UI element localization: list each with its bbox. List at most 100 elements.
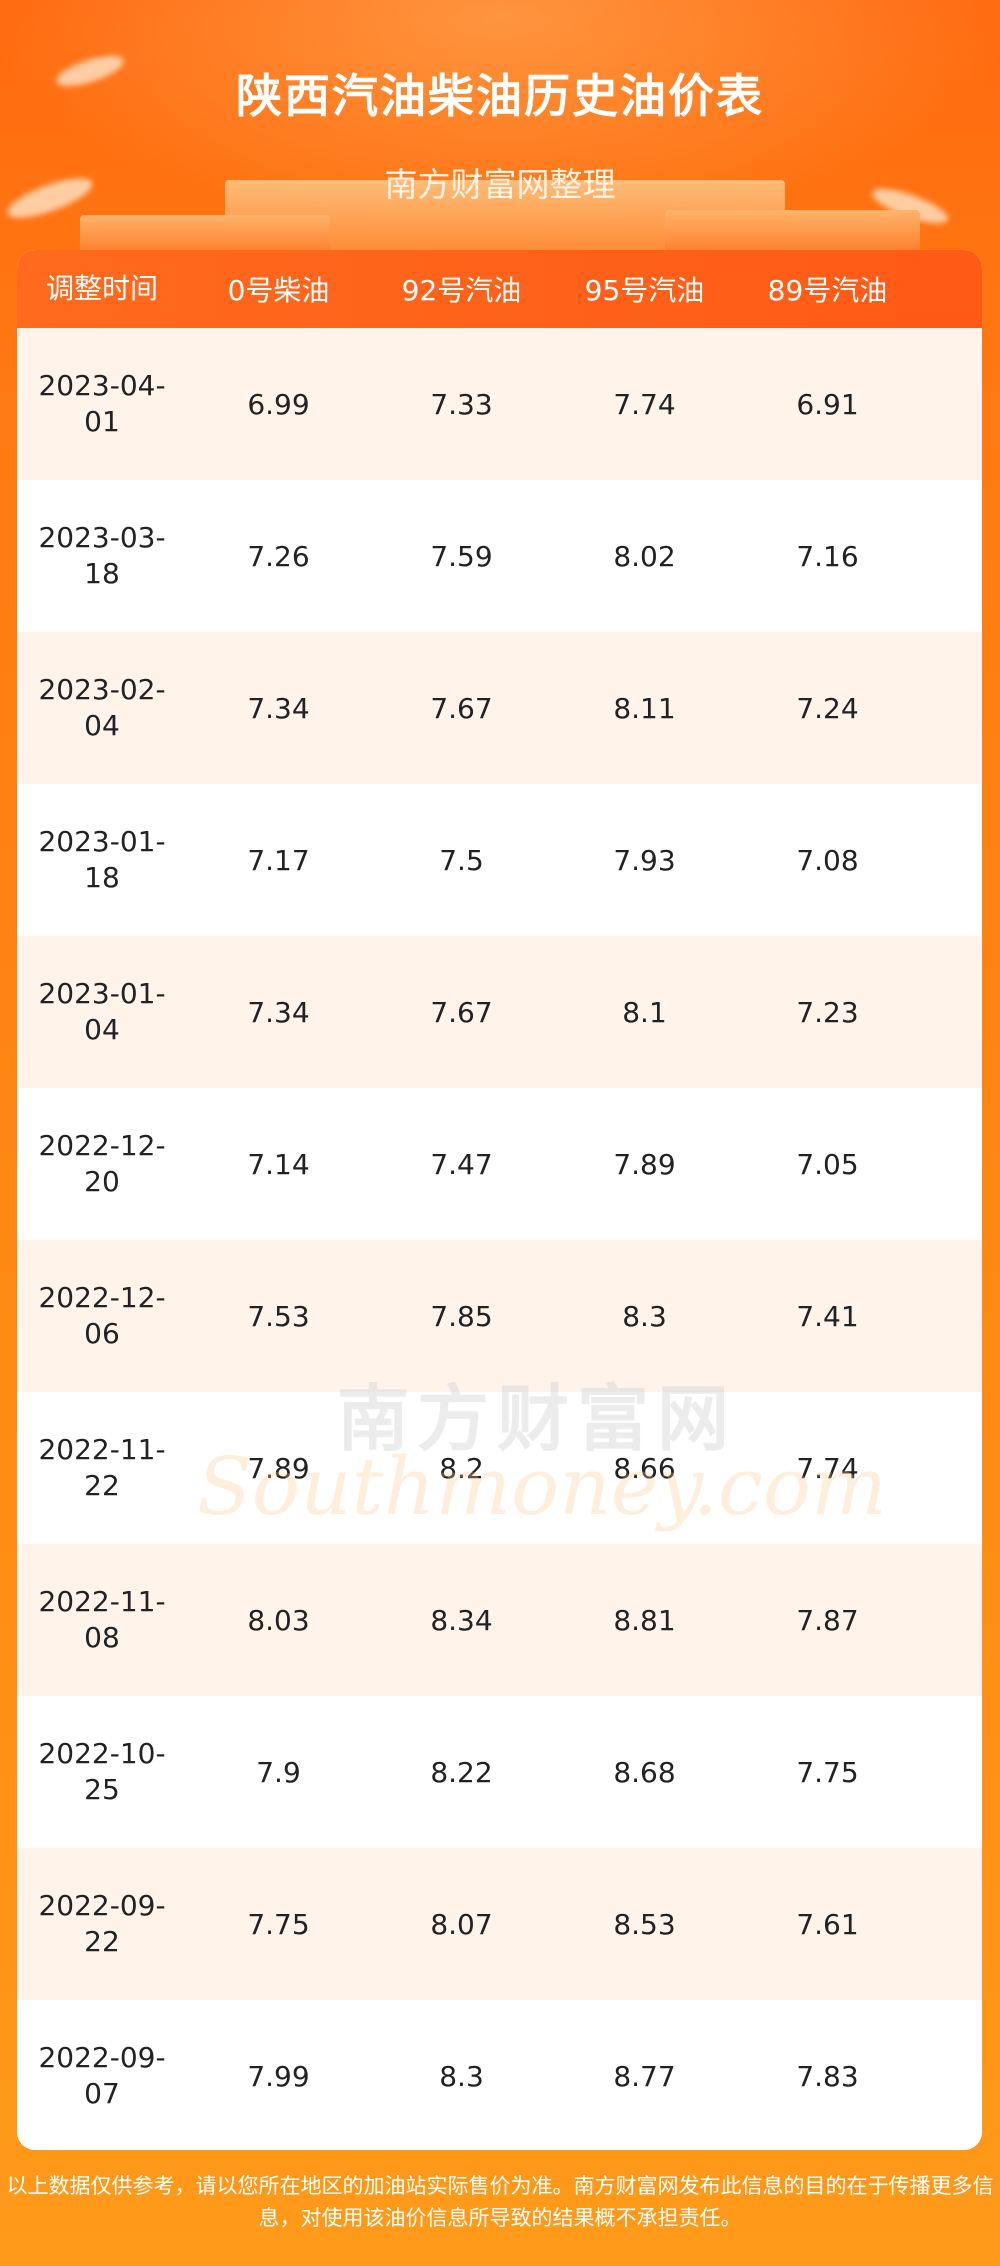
column-header-gas89: 89号汽油 xyxy=(767,274,888,307)
cell-diesel0: 7.75 xyxy=(247,1907,310,1941)
cell-gas89: 7.05 xyxy=(796,1147,859,1181)
cell-diesel0: 7.99 xyxy=(247,2059,310,2093)
cell-gas92: 8.07 xyxy=(430,1907,493,1941)
table-row: 2022-10- 25 7.9 8.22 8.68 7.75 xyxy=(17,1696,982,1848)
cell-date: 2022-11- 22 xyxy=(17,1432,187,1504)
cell-gas92: 8.3 xyxy=(439,2059,484,2093)
cell-diesel0: 7.89 xyxy=(247,1451,310,1485)
cell-date-line1: 2023-04- xyxy=(38,369,166,402)
cell-date-line1: 2022-12- xyxy=(38,1129,166,1162)
cell-gas92: 7.59 xyxy=(430,539,493,573)
cell-gas95: 8.02 xyxy=(613,539,676,573)
column-header-date: 调整时间 xyxy=(45,272,158,305)
cell-date-line1: 2022-10- xyxy=(38,1737,166,1770)
cell-gas92: 7.33 xyxy=(430,387,493,421)
cell-date-line2: 20 xyxy=(84,1165,120,1198)
cell-date-line2: 07 xyxy=(84,2077,120,2110)
cell-gas95: 7.93 xyxy=(613,843,676,877)
table-row: 2022-11- 22 7.89 8.2 8.66 7.74 xyxy=(17,1392,982,1544)
table-header: 调整时间 0号柴油 92号汽油 95号汽油 89号汽油 xyxy=(17,250,982,328)
cell-gas95: 8.1 xyxy=(622,995,667,1029)
cell-diesel0: 7.53 xyxy=(247,1299,310,1333)
cell-gas92: 7.5 xyxy=(439,843,484,877)
cell-gas89: 7.41 xyxy=(796,1299,859,1333)
cell-diesel0: 7.34 xyxy=(247,691,310,725)
cell-date-line2: 04 xyxy=(84,709,120,742)
cell-gas89: 7.87 xyxy=(796,1603,859,1637)
cell-diesel0: 7.14 xyxy=(247,1147,310,1181)
column-header-gas92: 92号汽油 xyxy=(401,274,522,307)
table-row: 2023-01- 04 7.34 7.67 8.1 7.23 xyxy=(17,936,982,1088)
table-row: 2023-02- 04 7.34 7.67 8.11 7.24 xyxy=(17,632,982,784)
hero-banner: 陕西汽油柴油历史油价表 南方财富网整理 xyxy=(0,0,1000,260)
cell-gas95: 8.3 xyxy=(622,1299,667,1333)
cell-gas95: 8.53 xyxy=(613,1907,676,1941)
cell-date: 2023-03- 18 xyxy=(17,520,187,592)
cell-gas95: 8.11 xyxy=(613,691,676,725)
cell-date-line2: 18 xyxy=(84,557,120,590)
decor-platform xyxy=(665,210,920,255)
cell-gas89: 7.23 xyxy=(796,995,859,1029)
cell-gas92: 7.67 xyxy=(430,691,493,725)
cell-date: 2022-10- 25 xyxy=(17,1736,187,1808)
cell-gas92: 7.85 xyxy=(430,1299,493,1333)
cell-gas89: 7.75 xyxy=(796,1755,859,1789)
cell-date: 2022-12- 20 xyxy=(17,1128,187,1200)
cell-diesel0: 6.99 xyxy=(247,387,310,421)
cell-date-line2: 18 xyxy=(84,861,120,894)
cell-date-line2: 06 xyxy=(84,1317,120,1350)
cell-date-line2: 22 xyxy=(84,1469,120,1502)
column-header-diesel0: 0号柴油 xyxy=(227,274,330,307)
cell-diesel0: 7.17 xyxy=(247,843,310,877)
cell-date-line1: 2022-09- xyxy=(38,1889,166,1922)
cell-gas92: 8.34 xyxy=(430,1603,493,1637)
cell-date-line1: 2022-12- xyxy=(38,1281,166,1314)
cell-date: 2022-09- 22 xyxy=(17,1888,187,1960)
cell-gas89: 7.16 xyxy=(796,539,859,573)
cell-diesel0: 7.34 xyxy=(247,995,310,1029)
cell-gas89: 6.91 xyxy=(796,387,859,421)
cell-date-line1: 2023-03- xyxy=(38,521,166,554)
cell-date-line1: 2022-09- xyxy=(38,2041,166,2074)
cell-date: 2023-04- 01 xyxy=(17,368,187,440)
table-row: 2023-04- 01 6.99 7.33 7.74 6.91 xyxy=(17,328,982,480)
cell-gas95: 7.74 xyxy=(613,387,676,421)
cell-gas89: 7.61 xyxy=(796,1907,859,1941)
column-header-gas95: 95号汽油 xyxy=(584,274,705,307)
cell-gas89: 7.83 xyxy=(796,2059,859,2093)
table-row: 2022-09- 07 7.99 8.3 8.77 7.83 xyxy=(17,2000,982,2150)
cell-date-line1: 2023-01- xyxy=(38,825,166,858)
cell-gas89: 7.74 xyxy=(796,1451,859,1485)
table-row: 2022-12- 06 7.53 7.85 8.3 7.41 xyxy=(17,1240,982,1392)
table-row: 2022-12- 20 7.14 7.47 7.89 7.05 xyxy=(17,1088,982,1240)
cell-diesel0: 7.26 xyxy=(247,539,310,573)
cell-date-line2: 08 xyxy=(84,1621,120,1654)
cell-date-line1: 2023-01- xyxy=(38,977,166,1010)
cell-date-line2: 04 xyxy=(84,1013,120,1046)
cell-date-line2: 01 xyxy=(84,405,120,438)
table-row: 2023-03- 18 7.26 7.59 8.02 7.16 xyxy=(17,480,982,632)
table-row: 2022-09- 22 7.75 8.07 8.53 7.61 xyxy=(17,1848,982,2000)
footer-disclaimer: 以上数据仅供参考，请以您所在地区的加油站实际售价为准。南方财富网发布此信息的目的… xyxy=(6,2174,994,2230)
cell-date: 2022-09- 07 xyxy=(17,2040,187,2112)
cell-date: 2022-12- 06 xyxy=(17,1280,187,1352)
page-title: 陕西汽油柴油历史油价表 xyxy=(236,69,764,123)
cell-diesel0: 7.9 xyxy=(256,1755,301,1789)
cell-date-line1: 2023-02- xyxy=(38,673,166,706)
cell-date-line1: 2022-11- xyxy=(38,1433,166,1466)
table-row: 2023-01- 18 7.17 7.5 7.93 7.08 xyxy=(17,784,982,936)
cell-gas89: 7.24 xyxy=(796,691,859,725)
cell-diesel0: 8.03 xyxy=(247,1603,310,1637)
cell-gas95: 8.66 xyxy=(613,1451,676,1485)
cell-date: 2023-01- 04 xyxy=(17,976,187,1048)
cell-gas95: 7.89 xyxy=(613,1147,676,1181)
table-body: 2023-04- 01 6.99 7.33 7.74 6.91 2023-03- 18 7.26… xyxy=(17,328,982,2150)
cell-date: 2023-02- 04 xyxy=(17,672,187,744)
cell-gas89: 7.08 xyxy=(796,843,859,877)
table-row: 2022-11- 08 8.03 8.34 8.81 7.87 xyxy=(17,1544,982,1696)
decor-platform xyxy=(80,215,330,255)
cell-gas95: 8.81 xyxy=(613,1603,676,1637)
cell-date-line1: 2022-11- xyxy=(38,1585,166,1618)
cell-gas92: 7.67 xyxy=(430,995,493,1029)
cell-date: 2023-01- 18 xyxy=(17,824,187,896)
